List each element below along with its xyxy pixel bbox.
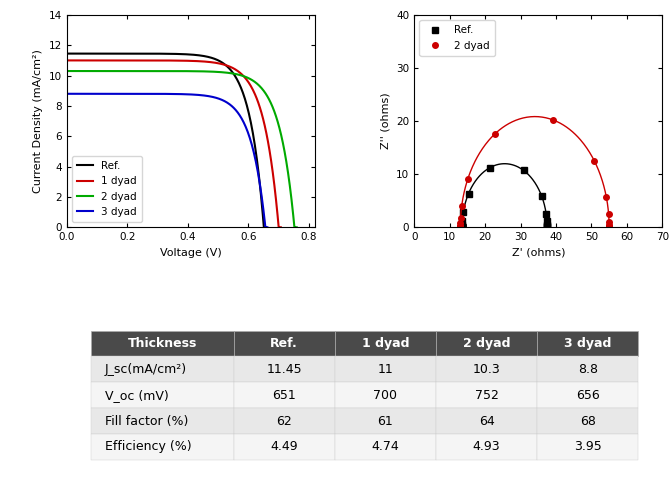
Legend: Ref., 2 dyad: Ref., 2 dyad (419, 20, 494, 56)
Ref. (87, 51, 95, 57)
2 dyad (207, 69, 215, 75)
Ref. (128, 51, 136, 57)
1 dyad (217, 61, 225, 67)
3 dyad (189, 91, 197, 97)
3 dyad (142, 91, 151, 97)
3 dyad (87, 91, 95, 97)
2 dyad (605, 224, 613, 230)
Ref. (260, 224, 268, 230)
Ref. (142, 51, 150, 57)
2 dyad (230, 71, 238, 77)
2 dyad (456, 224, 464, 230)
Ref. (458, 224, 466, 230)
2 dyad (154, 68, 162, 74)
Ref. (207, 55, 215, 61)
Line: 2 dyad: 2 dyad (67, 71, 296, 227)
2 dyad (605, 211, 613, 217)
Ref. (486, 165, 494, 171)
2 dyad (456, 224, 464, 230)
3 dyad (262, 224, 270, 230)
2 dyad (456, 224, 464, 230)
2 dyad (605, 222, 613, 228)
Line: Ref.: Ref. (460, 165, 550, 230)
Ref. (458, 224, 466, 230)
3 dyad (128, 91, 136, 97)
Line: 2 dyad: 2 dyad (458, 117, 612, 230)
Ref. (543, 224, 551, 230)
Ref. (543, 224, 551, 230)
Ref. (458, 224, 466, 230)
2 dyad (602, 194, 610, 200)
Ref. (542, 211, 550, 217)
Line: 3 dyad: 3 dyad (67, 94, 268, 227)
2 dyad (549, 117, 557, 123)
2 dyad (456, 215, 464, 221)
Ref. (520, 167, 528, 173)
2 dyad (63, 68, 71, 74)
3 dyad (209, 94, 217, 100)
3 dyad (264, 224, 272, 230)
2 dyad (458, 203, 466, 209)
Ref. (458, 223, 466, 229)
Line: 1 dyad: 1 dyad (67, 61, 281, 227)
Ref. (458, 224, 466, 230)
2 dyad (291, 224, 299, 230)
1 dyad (63, 58, 71, 64)
Ref. (458, 224, 466, 230)
1 dyad (277, 224, 285, 230)
2 dyad (229, 71, 237, 77)
2 dyad (605, 223, 613, 229)
Ref. (188, 52, 196, 58)
1 dyad (132, 58, 140, 64)
Ref. (460, 209, 468, 215)
Y-axis label: Z'' (ohms): Z'' (ohms) (381, 93, 391, 150)
2 dyad (605, 219, 613, 225)
X-axis label: Voltage (V): Voltage (V) (160, 248, 222, 257)
2 dyad (590, 158, 598, 164)
1 dyad (218, 61, 226, 67)
Ref. (458, 218, 466, 224)
2 dyad (138, 68, 146, 74)
2 dyad (464, 176, 472, 182)
Ref. (458, 224, 466, 230)
Y-axis label: Current Density (mA/cm²): Current Density (mA/cm²) (33, 49, 43, 193)
Ref. (458, 224, 466, 230)
Ref. (63, 51, 71, 57)
1 dyad (88, 58, 96, 64)
2 dyad (456, 224, 464, 230)
2 dyad (456, 224, 464, 230)
3 dyad (63, 91, 71, 97)
2 dyad (456, 221, 464, 227)
1 dyad (197, 58, 205, 64)
2 dyad (491, 131, 499, 137)
2 dyad (456, 224, 464, 230)
2 dyad (456, 224, 464, 230)
Ref. (458, 224, 466, 230)
2 dyad (456, 223, 464, 229)
Ref. (538, 193, 546, 199)
2 dyad (292, 224, 300, 230)
Line: Ref.: Ref. (67, 54, 266, 227)
Ref. (207, 55, 215, 61)
1 dyad (275, 224, 283, 230)
2 dyad (90, 68, 98, 74)
Ref. (543, 222, 551, 228)
Legend: Ref., 1 dyad, 2 dyad, 3 dyad: Ref., 1 dyad, 2 dyad, 3 dyad (72, 156, 142, 222)
Ref. (458, 224, 466, 230)
3 dyad (207, 94, 215, 100)
Ref. (262, 224, 270, 230)
Ref. (458, 224, 466, 230)
Ref. (458, 222, 466, 228)
2 dyad (456, 224, 464, 230)
1 dyad (148, 58, 156, 64)
Ref. (464, 191, 472, 197)
X-axis label: Z' (ohms): Z' (ohms) (512, 248, 565, 257)
2 dyad (456, 224, 464, 230)
Ref. (543, 218, 551, 224)
2 dyad (456, 224, 464, 230)
Ref. (543, 223, 551, 229)
Ref. (458, 224, 466, 230)
2 dyad (456, 224, 464, 230)
